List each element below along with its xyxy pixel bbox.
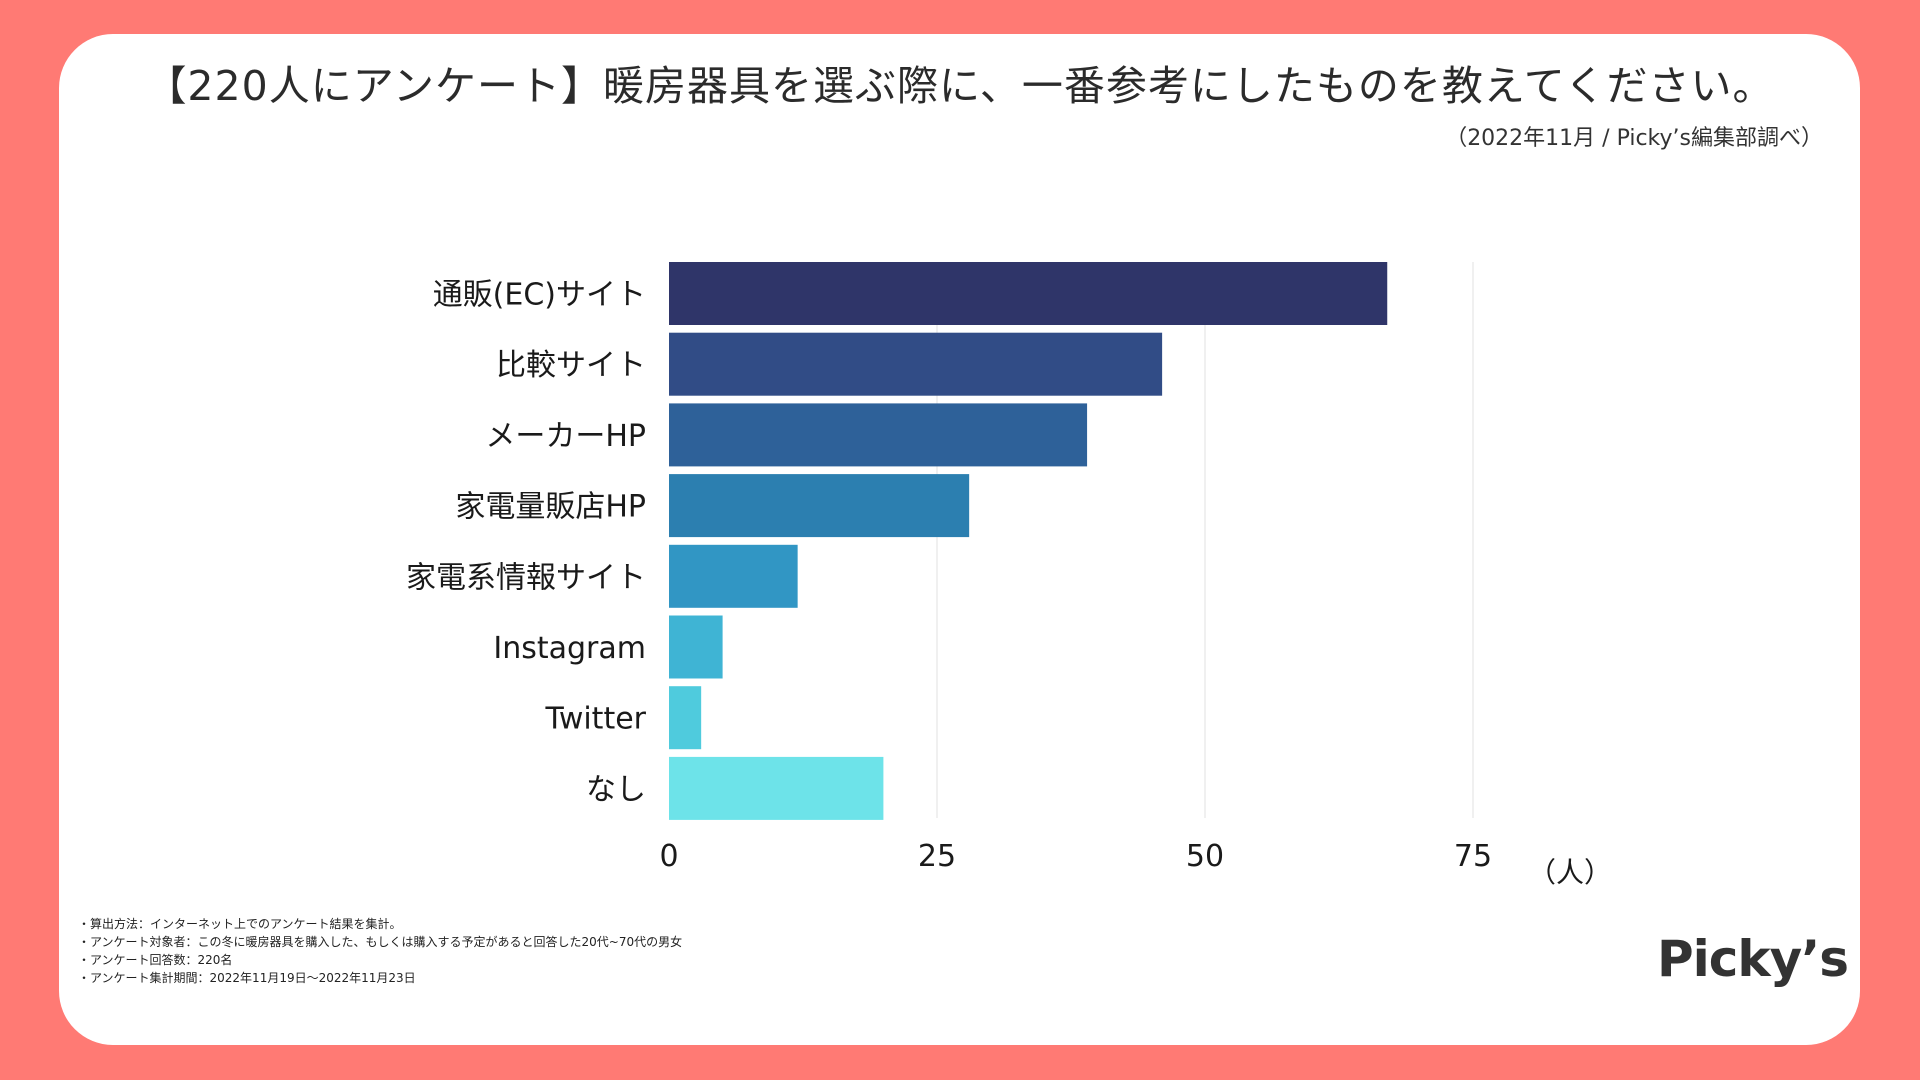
category-label: 通販(EC)サイト [433, 278, 646, 313]
bar [669, 262, 1388, 325]
picky-s-logo: Picky’s [1656, 930, 1849, 988]
bar [669, 332, 1163, 396]
x-tick-label: 25 [918, 839, 956, 874]
note-line: ・算出方法：インターネット上でのアンケート結果を集計。 [78, 917, 402, 931]
category-label: 家電量販店HP [455, 490, 646, 525]
bar [669, 403, 1088, 467]
chart-card [59, 34, 1860, 1045]
source-note: （2022年11月 / Picky’s編集部調べ） [1445, 126, 1823, 151]
category-label: Twitter [544, 702, 646, 737]
category-label: メーカーHP [485, 419, 646, 454]
footnotes: ・算出方法：インターネット上でのアンケート結果を集計。 ・アンケート対象者：この… [78, 915, 682, 987]
category-label: 家電系情報サイト [406, 560, 646, 595]
note-line: ・アンケート対象者：この冬に暖房器具を購入した、もしくは購入する予定があると回答… [78, 935, 683, 949]
x-axis-ticks: 0 25 50 75 [659, 839, 1492, 874]
bar [669, 474, 970, 538]
x-tick-label: 0 [659, 839, 678, 874]
bars-group [669, 262, 1388, 820]
category-label: 比較サイト [496, 348, 646, 383]
bar [669, 686, 702, 750]
note-line: ・アンケート回答数：220名 [78, 953, 233, 967]
category-label: Instagram [493, 631, 646, 666]
bar [669, 544, 798, 608]
note-line: ・アンケート集計期間：2022年11月19日～2022年11月23日 [78, 971, 416, 985]
bar [669, 615, 723, 679]
bar [669, 756, 884, 820]
category-label: なし [586, 772, 646, 807]
x-tick-label: 75 [1454, 839, 1492, 874]
chart-title: 【220人にアンケート】暖房器具を選ぶ際に、一番参考にしたものを教えてください。 [145, 62, 1775, 110]
x-tick-label: 50 [1186, 839, 1224, 874]
unit-label: （人） [1528, 856, 1612, 889]
